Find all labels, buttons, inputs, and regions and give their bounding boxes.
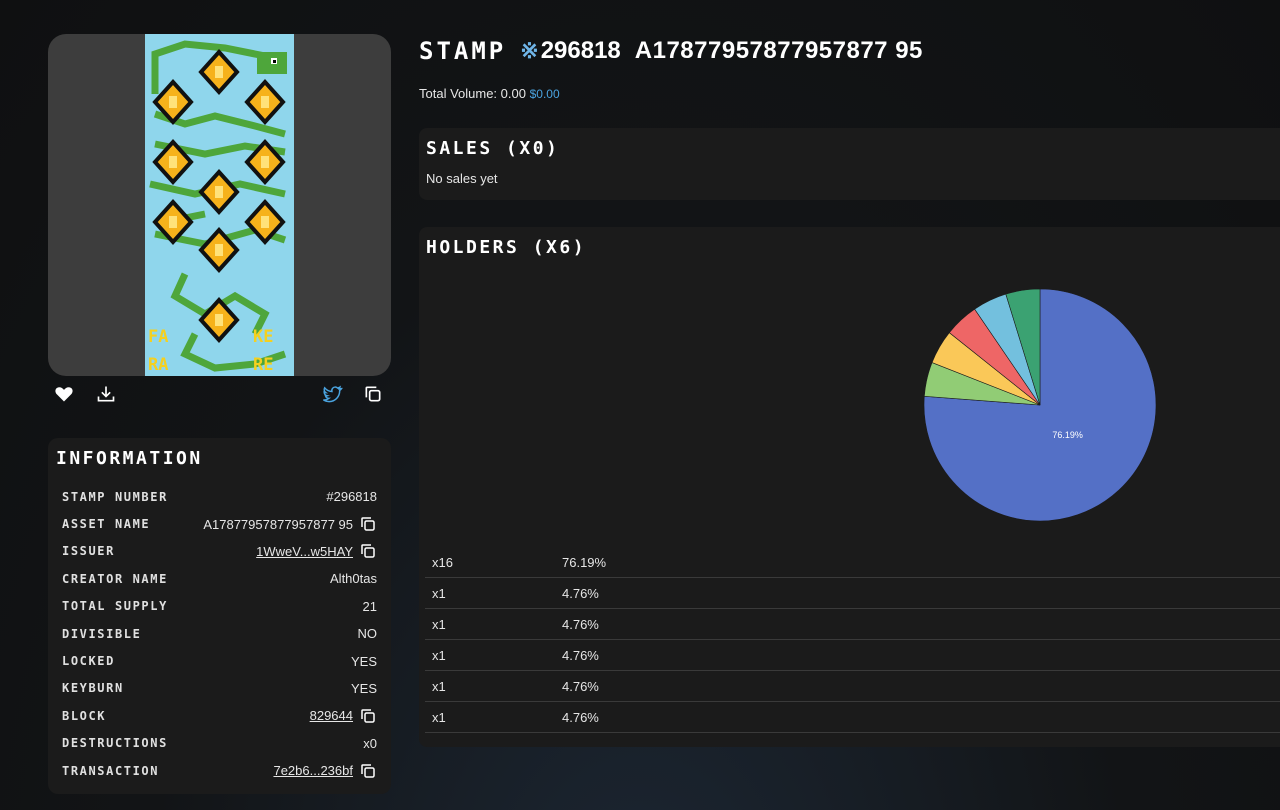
title-prefix: STAMP <box>419 37 507 65</box>
holder-pct: 4.76% <box>562 647 599 663</box>
info-label: DESTRUCTIONS <box>62 736 168 751</box>
table-row: x1 4.76% <box>425 609 1280 640</box>
table-row: x1 4.76% <box>425 702 1280 733</box>
holders-pie-chart: 76.19% <box>922 287 1158 523</box>
twitter-icon[interactable] <box>321 384 343 406</box>
info-row-locked: LOCKED YES <box>56 647 383 674</box>
info-label: DIVISIBLE <box>62 626 142 641</box>
stamp-symbol-icon: ※ <box>520 38 539 63</box>
art-text-right-top: KE <box>253 327 273 347</box>
stamp-artwork-pixels: FA RA KE RE <box>148 40 287 375</box>
info-label: BLOCK <box>62 708 107 723</box>
holder-qty: x1 <box>432 678 446 694</box>
info-row-stamp-number: STAMP NUMBER #296818 <box>56 483 383 510</box>
copy-link-icon[interactable] <box>363 384 385 406</box>
info-label: STAMP NUMBER <box>62 489 168 504</box>
heart-icon[interactable] <box>54 384 76 406</box>
art-text-right-bottom: RE <box>253 355 273 375</box>
info-row-destructions: DESTRUCTIONS x0 <box>56 730 383 757</box>
total-volume: Total Volume: 0.00 $0.00 <box>419 86 560 101</box>
sales-panel: SALES (X0) No sales yet <box>419 128 1280 200</box>
art-text-left-top: FA <box>148 327 168 347</box>
info-value: 7e2b6...236bf <box>273 762 377 780</box>
info-label: TRANSACTION <box>62 763 160 778</box>
transaction-link[interactable]: 7e2b6...236bf <box>273 763 353 779</box>
image-action-bar <box>48 382 391 410</box>
info-label: KEYBURN <box>62 681 124 696</box>
info-label: CREATOR NAME <box>62 571 168 586</box>
info-row-transaction: TRANSACTION 7e2b6...236bf <box>56 757 383 784</box>
holder-qty: x1 <box>432 616 446 632</box>
issuer-link[interactable]: 1WweV...w5HAY <box>256 543 353 559</box>
copy-icon[interactable] <box>359 707 377 725</box>
stamp-image-card: FA RA KE RE <box>48 34 391 376</box>
art-text-left-bottom: RA <box>148 355 168 375</box>
info-label: ISSUER <box>62 544 115 559</box>
pie-slice[interactable] <box>1005 288 1041 406</box>
holders-table: x16 76.19% x1 4.76% x1 4.76% x1 4.76% x1… <box>425 547 1280 733</box>
holder-qty: x16 <box>432 554 453 570</box>
holders-panel: HOLDERS (X6) 76.19% x16 76.19% x1 4.76% … <box>419 227 1280 747</box>
holder-pct: 4.76% <box>562 616 599 632</box>
info-row-total-supply: TOTAL SUPPLY 21 <box>56 593 383 620</box>
info-label: LOCKED <box>62 654 115 669</box>
title-stamp-number: 296818 <box>540 37 621 64</box>
table-row: x1 4.76% <box>425 640 1280 671</box>
stamp-artwork: FA RA KE RE <box>145 34 294 376</box>
holder-qty: x1 <box>432 585 446 601</box>
info-row-block: BLOCK 829644 <box>56 702 383 729</box>
info-row-keyburn: KEYBURN YES <box>56 675 383 702</box>
copy-icon[interactable] <box>359 762 377 780</box>
info-value: 1WweV...w5HAY <box>256 542 377 560</box>
sales-empty-message: No sales yet <box>426 171 498 186</box>
holder-pct: 4.76% <box>562 709 599 725</box>
info-value: x0 <box>363 735 377 751</box>
pie-slice-label: 76.19% <box>1052 430 1083 440</box>
info-value: Alth0tas <box>330 571 377 587</box>
pie-svg: 76.19% <box>923 288 1157 522</box>
info-row-asset-name: ASSET NAME A17877957877957877 95 <box>56 510 383 537</box>
holder-qty: x1 <box>432 709 446 725</box>
block-link[interactable]: 829644 <box>309 708 353 724</box>
coin-group <box>152 49 286 343</box>
download-icon[interactable] <box>96 384 118 406</box>
page-title: STAMP ※ 296818 A17877957877957877 95 <box>419 36 923 66</box>
holder-pct: 4.76% <box>562 678 599 694</box>
info-label: TOTAL SUPPLY <box>62 599 168 614</box>
total-volume-label: Total Volume: 0.00 <box>419 86 526 101</box>
total-volume-usd: $0.00 <box>529 87 560 101</box>
holder-pct: 76.19% <box>562 554 607 570</box>
copy-icon[interactable] <box>359 542 377 560</box>
title-asset-name: A17877957877957877 95 <box>634 37 923 64</box>
information-title: INFORMATION <box>56 448 203 469</box>
info-value: 21 <box>362 598 377 614</box>
info-row-creator-name: CREATOR NAME Alth0tas <box>56 565 383 592</box>
info-value: YES <box>350 680 377 696</box>
pie-slice[interactable] <box>923 288 1157 522</box>
holders-title: HOLDERS (X6) <box>426 237 587 258</box>
info-value: 829644 <box>310 707 377 725</box>
info-row-issuer: ISSUER 1WweV...w5HAY <box>56 538 383 565</box>
table-row: x16 76.19% <box>425 547 1280 578</box>
info-row-divisible: DIVISIBLE NO <box>56 620 383 647</box>
info-label: ASSET NAME <box>62 517 151 532</box>
info-value: NO <box>357 626 378 642</box>
copy-icon[interactable] <box>359 515 377 533</box>
holder-qty: x1 <box>432 647 446 663</box>
information-card: INFORMATION STAMP NUMBER #296818 ASSET N… <box>48 438 391 794</box>
sales-title: SALES (X0) <box>426 138 560 159</box>
info-value: #296818 <box>326 489 377 505</box>
info-value: A17877957877957877 95 <box>203 515 377 533</box>
table-row: x1 4.76% <box>425 671 1280 702</box>
holder-pct: 4.76% <box>562 585 599 601</box>
info-value: YES <box>350 653 377 669</box>
table-row: x1 4.76% <box>425 578 1280 609</box>
